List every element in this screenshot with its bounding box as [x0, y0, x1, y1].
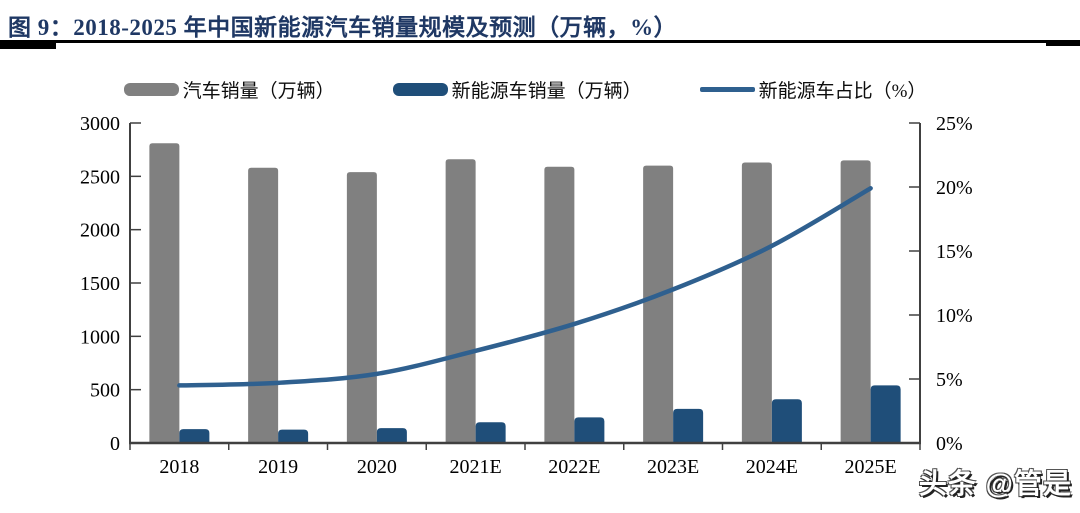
- x-axis-label-2025E: 2025E: [845, 456, 897, 478]
- bar-auto-sales-2024E: [741, 162, 772, 443]
- x-axis-label-2019: 2019: [258, 456, 298, 478]
- figure-title: 图 9：2018-2025 年中国新能源汽车销量规模及预测（万辆，%）: [8, 15, 678, 40]
- legend-label-auto-sales: 汽车销量（万辆）: [182, 80, 335, 102]
- y-left-tick-label-500: 500: [90, 380, 120, 402]
- title-divider-right-cap: [1046, 40, 1080, 46]
- bar-auto-sales-2022E: [544, 166, 575, 443]
- y-right-tick-label-15%: 15%: [936, 241, 973, 263]
- y-right-tick-label-25%: 25%: [936, 113, 973, 135]
- legend-swatch-nev-sales: [392, 82, 448, 96]
- watermark: 头条 @管是: [918, 468, 1072, 499]
- nev-share-line: [177, 186, 873, 388]
- title-divider: [0, 40, 1080, 43]
- x-axis-label-2023E: 2023E: [647, 456, 699, 478]
- bar-auto-sales-2023E: [643, 165, 674, 443]
- legend-swatch-nev-share-line: [699, 86, 755, 92]
- bar-nev-sales-2018: [179, 429, 210, 443]
- chart-legend: 汽车销量（万辆） 新能源车销量（万辆） 新能源车占比（%）: [123, 76, 926, 103]
- y-right-tick-label-20%: 20%: [936, 177, 973, 199]
- y-left-tick-label-1000: 1000: [80, 326, 120, 348]
- y-left-tick-label-1500: 1500: [80, 273, 120, 295]
- bar-nev-sales-2019: [278, 429, 309, 443]
- y-right-tick-label-0%: 0%: [936, 433, 963, 455]
- legend-item-nev-sales: 新能源车销量（万辆）: [392, 76, 642, 103]
- x-axis-label-2021E: 2021E: [450, 456, 502, 478]
- legend-label-nev-sales: 新能源车销量（万辆）: [451, 80, 642, 102]
- x-axis-label-2024E: 2024E: [746, 456, 798, 478]
- x-axis-label-2020: 2020: [357, 456, 397, 478]
- title-divider-left-cap: [0, 43, 56, 49]
- bar-auto-sales-2021E: [445, 159, 476, 443]
- bar-auto-sales-2020: [346, 172, 377, 444]
- y-right-tick-label-10%: 10%: [936, 305, 973, 327]
- bar-nev-sales-2021E: [475, 422, 506, 443]
- bar-nev-sales-2025E: [870, 385, 901, 443]
- bar-nev-sales-2022E: [574, 417, 605, 443]
- y-left-tick-label-0: 0: [110, 433, 120, 455]
- bar-nev-sales-2020: [376, 428, 407, 443]
- bar-auto-sales-2018: [149, 143, 180, 443]
- legend-item-auto-sales: 汽车销量（万辆）: [123, 76, 335, 103]
- bar-auto-sales-2019: [248, 167, 279, 444]
- y-right-tick-label-5%: 5%: [936, 369, 963, 391]
- bar-auto-sales-2025E: [840, 160, 871, 444]
- y-left-tick-label-3000: 3000: [80, 113, 120, 135]
- legend-swatch-auto-sales: [123, 82, 179, 96]
- legend-label-nev-share: 新能源车占比（%）: [758, 80, 927, 102]
- legend-item-nev-share: 新能源车占比（%）: [699, 76, 927, 103]
- x-axis-label-2022E: 2022E: [548, 456, 600, 478]
- bar-nev-sales-2024E: [771, 399, 802, 443]
- x-axis-label-2018: 2018: [159, 456, 199, 478]
- bar-nev-sales-2023E: [673, 408, 704, 443]
- y-left-tick-label-2500: 2500: [80, 166, 120, 188]
- y-left-tick-label-2000: 2000: [80, 220, 120, 242]
